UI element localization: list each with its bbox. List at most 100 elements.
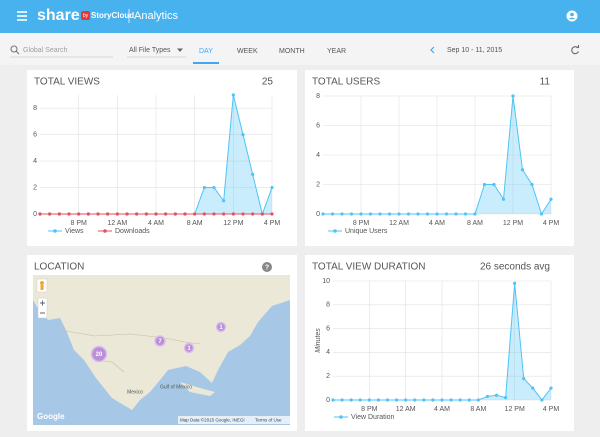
y-tick-label: 4 — [326, 349, 330, 356]
legend-swatch-dot — [103, 229, 107, 233]
y-tick-label: 2 — [33, 184, 37, 191]
brand-badge — [81, 11, 90, 20]
point — [330, 212, 335, 216]
point — [416, 212, 420, 216]
point — [231, 212, 235, 216]
tab[interactable]: DAY — [199, 48, 213, 55]
point — [86, 212, 90, 216]
point — [385, 398, 390, 402]
refresh-icon[interactable] — [571, 45, 580, 55]
map-cluster-count: 7 — [158, 339, 162, 345]
select-caret — [177, 48, 183, 52]
point — [440, 398, 444, 402]
brand: share — [37, 7, 80, 24]
point — [397, 212, 401, 216]
point — [387, 212, 392, 216]
point — [540, 398, 544, 402]
point — [463, 212, 468, 216]
point — [38, 212, 42, 216]
legend-label: Unique Users — [345, 228, 388, 235]
tab-indicator — [193, 62, 219, 64]
x-tick-label: 8 AM — [467, 220, 483, 227]
point — [454, 212, 458, 216]
chart-panel — [27, 70, 297, 246]
x-tick-label: 4 AM — [429, 220, 445, 227]
location-title: LOCATION — [34, 262, 84, 273]
point — [435, 212, 439, 216]
point — [422, 398, 426, 402]
chart-title: TOTAL VIEWS — [34, 77, 100, 88]
point — [449, 398, 453, 402]
point — [183, 212, 187, 216]
chart-panel — [305, 70, 574, 246]
point — [413, 398, 417, 402]
point — [251, 172, 255, 176]
point — [241, 133, 245, 137]
map-cluster — [154, 335, 166, 347]
x-tick-label: 4 PM — [264, 220, 281, 227]
point — [349, 398, 353, 402]
point — [331, 398, 335, 402]
chart-total: 11 — [540, 77, 551, 88]
map-terms[interactable]: Terms of Use — [255, 418, 282, 423]
map-cluster — [90, 345, 108, 363]
point — [444, 212, 449, 216]
map-logo: Google — [37, 412, 65, 421]
toolbar — [0, 33, 600, 65]
x-tick-label: 12 PM — [505, 406, 525, 413]
point — [482, 182, 487, 187]
point — [404, 398, 408, 402]
point — [513, 281, 517, 285]
y-tick-label: 8 — [33, 105, 37, 112]
map[interactable] — [33, 275, 290, 425]
point — [251, 212, 255, 216]
brand-sub: StoryCloud — [91, 11, 134, 20]
page-title: Analytics — [134, 10, 179, 22]
chart-title: TOTAL VIEW DURATION — [312, 262, 426, 273]
point — [57, 212, 61, 216]
help-icon[interactable] — [262, 262, 272, 272]
point — [522, 376, 526, 381]
point — [125, 212, 129, 216]
prev-date[interactable] — [430, 46, 435, 54]
x-tick-label: 12 AM — [396, 406, 416, 413]
point — [406, 212, 411, 216]
search-input[interactable]: Global Search — [23, 47, 67, 54]
area — [40, 95, 272, 214]
tab[interactable]: MONTH — [279, 48, 305, 55]
map-cluster — [183, 342, 195, 354]
map-cluster — [215, 321, 227, 333]
y-tick-label: 4 — [316, 152, 320, 159]
point — [115, 212, 119, 216]
x-tick-label: 4 PM — [543, 220, 560, 227]
point — [202, 212, 206, 216]
tab[interactable]: WEEK — [237, 48, 258, 55]
tab[interactable]: YEAR — [327, 48, 346, 55]
point — [340, 398, 344, 402]
x-tick-label: 8 PM — [361, 406, 378, 413]
point — [270, 212, 274, 216]
file-type-select[interactable]: All File Types — [129, 47, 171, 54]
point — [549, 197, 553, 201]
x-tick-label: 8 PM — [70, 220, 87, 227]
point — [358, 398, 362, 402]
point — [425, 212, 430, 216]
area — [333, 283, 551, 400]
point — [340, 212, 344, 216]
search-icon — [10, 45, 20, 55]
chart-total: 26 seconds avg — [480, 262, 550, 273]
point — [106, 212, 110, 216]
point — [222, 212, 226, 216]
menu-icon[interactable] — [17, 11, 27, 21]
point — [173, 212, 177, 216]
point — [77, 212, 81, 216]
point — [96, 212, 100, 216]
legend-swatch-dot — [339, 415, 343, 419]
chart-panel — [305, 255, 574, 431]
y-tick-label: 0 — [33, 211, 37, 218]
x-tick-label: 12 PM — [503, 220, 523, 227]
y-tick-label: 4 — [33, 158, 37, 165]
account-icon[interactable] — [566, 10, 578, 22]
y-tick-label: 2 — [316, 181, 320, 188]
